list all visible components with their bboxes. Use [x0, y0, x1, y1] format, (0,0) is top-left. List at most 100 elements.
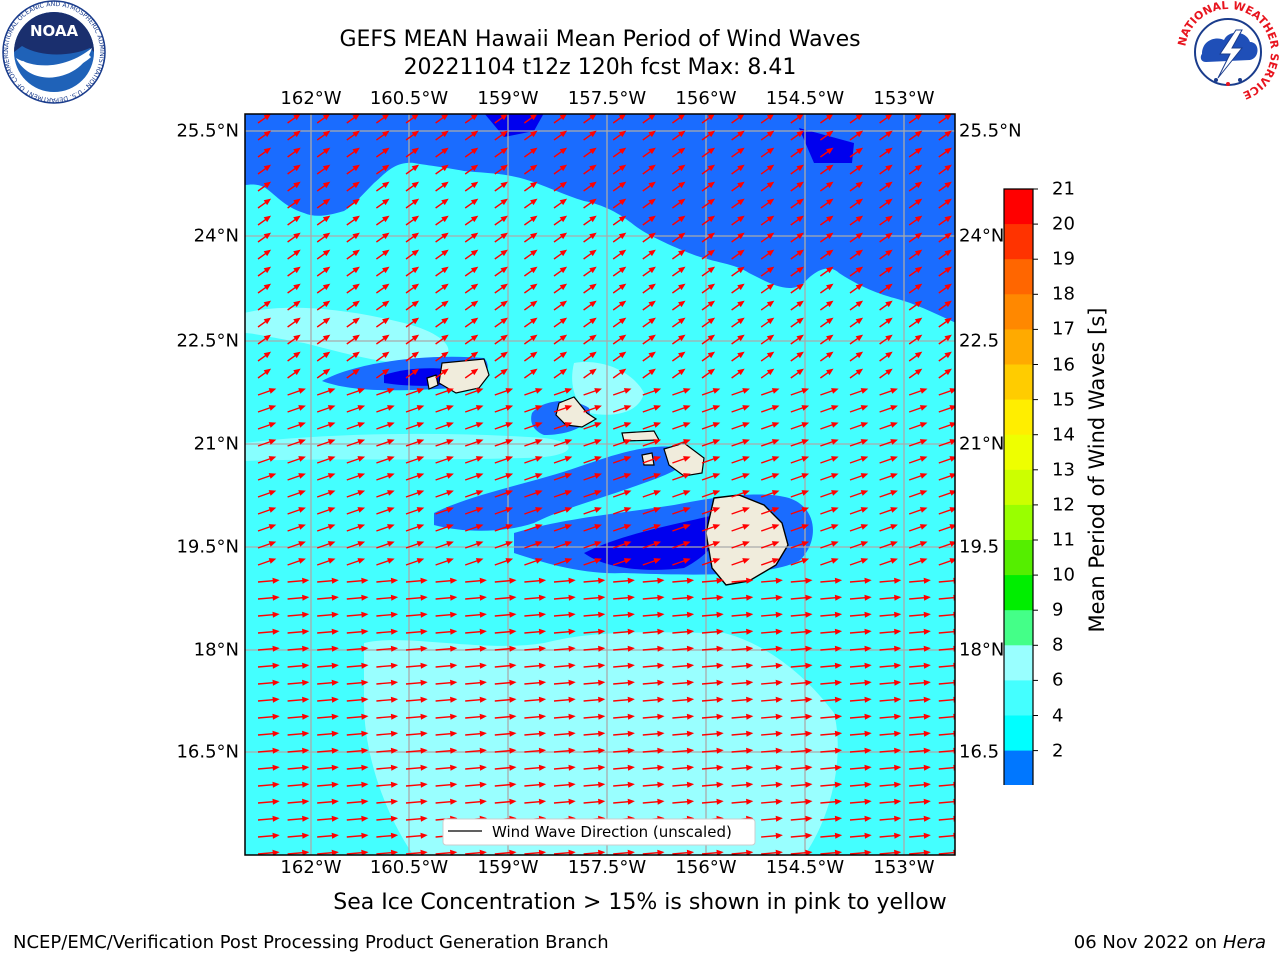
wind-wave-arrow	[849, 696, 872, 703]
wind-wave-arrow	[612, 524, 632, 532]
lon-tick-label-bottom: 159°W	[477, 857, 539, 878]
wind-wave-arrow	[435, 147, 449, 158]
wind-wave-arrow	[257, 730, 280, 737]
wind-wave-arrow	[494, 662, 517, 669]
wind-wave-arrow	[553, 558, 573, 566]
wind-wave-arrow	[494, 849, 517, 855]
wind-wave-arrow	[257, 713, 280, 720]
wind-wave-arrow	[346, 283, 360, 294]
wind-wave-arrow	[672, 849, 695, 855]
wind-wave-arrow	[642, 713, 665, 720]
wind-wave-arrow	[553, 249, 568, 260]
wind-wave-arrow	[464, 422, 484, 430]
wind-wave-arrow	[287, 507, 306, 515]
wind-wave-arrow	[464, 249, 479, 260]
wind-wave-arrow	[316, 405, 336, 413]
wind-wave-arrow	[761, 662, 783, 669]
wind-wave-arrow	[672, 730, 695, 737]
colorbar-tick-label: 6	[1052, 669, 1064, 691]
wind-wave-arrow	[405, 198, 420, 209]
wind-wave-arrow	[820, 507, 839, 515]
wind-wave-arrow	[701, 473, 721, 481]
wind-wave-arrow	[849, 283, 864, 294]
wind-wave-arrow	[879, 439, 898, 447]
wind-wave-arrow	[819, 130, 834, 141]
wind-wave-arrow	[790, 730, 813, 737]
wind-wave-arrow	[346, 114, 360, 124]
wind-wave-arrow	[879, 662, 902, 669]
colorbar-tick-label: 17	[1052, 318, 1075, 340]
wind-wave-arrow	[731, 849, 754, 855]
wind-wave-arrow	[405, 215, 420, 226]
wind-wave-arrow	[790, 764, 813, 771]
wind-wave-arrow	[287, 300, 301, 311]
wind-wave-arrow	[376, 405, 395, 413]
wind-wave-arrow	[376, 747, 399, 754]
wind-wave-arrow	[435, 456, 454, 464]
wind-wave-arrow	[257, 558, 277, 566]
wind-wave-arrow	[257, 645, 280, 652]
wind-wave-arrow	[879, 730, 902, 737]
wind-wave-arrow	[642, 662, 665, 669]
wind-wave-arrow	[375, 249, 390, 260]
wind-wave-arrow	[790, 164, 804, 175]
wind-wave-arrow	[376, 696, 399, 703]
wind-wave-arrow	[819, 249, 834, 260]
wind-wave-arrow	[464, 300, 479, 311]
wind-wave-arrow	[316, 317, 331, 328]
wind-wave-arrow	[346, 490, 366, 498]
wind-wave-arrow	[731, 388, 750, 396]
wind-wave-arrow	[909, 611, 931, 618]
wind-wave-arrow	[435, 405, 454, 413]
wind-wave-arrow	[583, 388, 602, 396]
wind-wave-arrow	[405, 473, 425, 481]
wind-wave-arrow	[909, 781, 931, 788]
wind-wave-arrow	[879, 473, 898, 481]
wind-wave-arrow	[642, 334, 656, 345]
wind-wave-arrow	[317, 645, 339, 652]
wind-wave-arrow	[524, 541, 543, 549]
wind-wave-arrow	[465, 798, 487, 805]
wind-wave-arrow	[790, 798, 813, 805]
wind-wave-arrow	[435, 130, 449, 141]
wind-wave-arrow	[435, 388, 454, 396]
wind-wave-arrow	[879, 524, 898, 532]
wind-wave-arrow	[849, 405, 869, 413]
wind-wave-arrow	[346, 832, 369, 839]
arrow-legend: Wind Wave Direction (unscaled)	[442, 818, 756, 846]
wind-wave-arrow	[287, 764, 310, 771]
wind-wave-arrow	[642, 405, 662, 413]
wind-wave-arrow	[435, 645, 458, 652]
wind-wave-arrow	[879, 577, 902, 584]
wind-wave-arrow	[435, 249, 449, 260]
wind-wave-arrow	[760, 334, 775, 345]
wind-wave-arrow	[435, 662, 458, 669]
wind-wave-arrow	[583, 198, 597, 209]
wind-wave-arrow	[405, 730, 428, 737]
wind-wave-arrow	[524, 405, 543, 413]
wind-wave-arrow	[612, 507, 632, 515]
wind-wave-arrow	[760, 232, 775, 243]
wind-wave-arrow	[405, 628, 428, 635]
wind-wave-arrow	[701, 300, 716, 311]
wind-wave-arrow	[346, 368, 360, 379]
wind-wave-arrow	[849, 334, 864, 345]
wind-wave-arrow	[879, 351, 893, 362]
wind-wave-arrow	[849, 368, 864, 379]
wind-wave-arrow	[376, 456, 395, 464]
wind-wave-arrow	[287, 181, 301, 192]
wind-wave-arrow	[375, 334, 390, 345]
wind-wave-arrow	[317, 611, 339, 618]
wind-wave-arrow	[523, 130, 538, 141]
wind-wave-arrow	[701, 781, 724, 788]
wind-wave-arrow	[287, 628, 310, 635]
wind-wave-arrow	[494, 232, 508, 243]
wind-wave-arrow	[435, 764, 458, 771]
wind-wave-arrow	[701, 558, 721, 566]
wind-wave-arrow	[376, 388, 395, 396]
wind-wave-arrow	[316, 198, 331, 209]
wind-wave-arrow	[435, 215, 449, 226]
wind-wave-arrow	[376, 662, 399, 669]
wind-wave-arrow	[494, 541, 514, 549]
wind-wave-arrow	[287, 594, 310, 601]
